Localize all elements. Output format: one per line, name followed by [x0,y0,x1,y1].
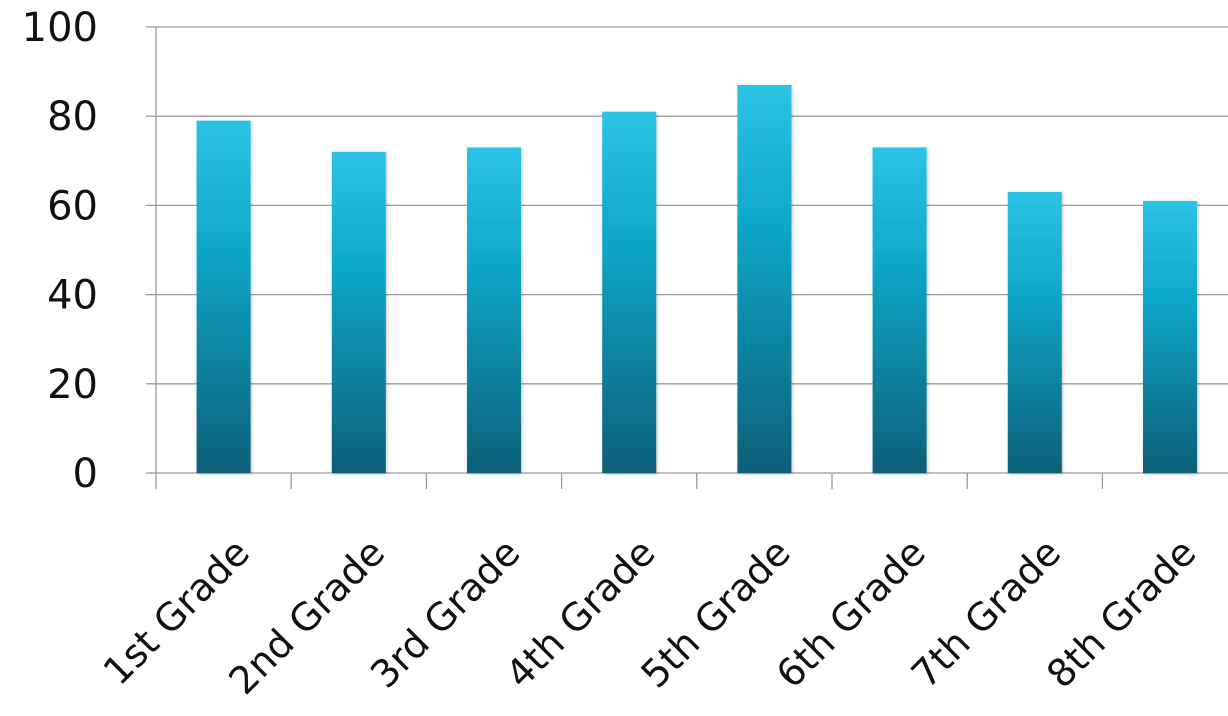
axes [146,26,1228,489]
bar-2 [331,151,386,473]
y-tick-label: 80 [47,94,98,140]
x-tick-label: 8th Grade [1038,530,1204,696]
bar-1 [196,120,251,473]
bar-8 [1143,200,1197,473]
y-tick-label: 20 [47,362,98,408]
bar-5 [737,84,792,473]
bars [196,84,1197,474]
bar-4 [602,111,657,474]
y-tick-label: 0 [73,451,98,497]
y-tick-label: 100 [22,5,98,51]
y-tick-label: 60 [47,183,98,229]
gridlines [156,26,1228,385]
bar-7 [1007,192,1062,473]
bar-3 [467,147,521,474]
y-tick-label: 40 [47,273,98,319]
bar-6 [872,147,927,474]
